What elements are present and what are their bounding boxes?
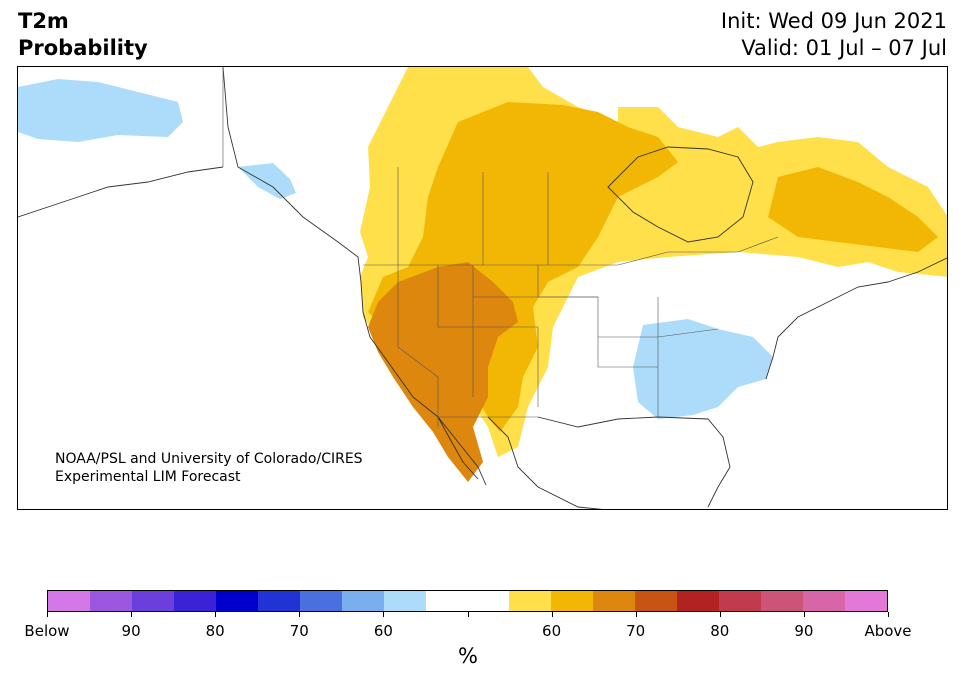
title-variable: T2m	[18, 9, 69, 33]
colorbar-tick	[47, 612, 48, 617]
colorbar-tick	[719, 612, 721, 617]
prob-region-blue-southeast	[633, 319, 773, 419]
state-line-1	[397, 265, 439, 427]
colorbar-segment	[803, 591, 846, 611]
colorbar-segment	[299, 591, 342, 611]
colorbar-segment	[761, 591, 804, 611]
colorbar-segment	[215, 591, 258, 611]
state-line-3	[472, 265, 539, 407]
colorbar-tick-label: 70	[289, 622, 309, 640]
gulf-coast-line	[537, 416, 731, 508]
colorbar-tick	[467, 612, 469, 617]
colorbar-tick	[299, 612, 301, 617]
state-line-2	[437, 265, 474, 397]
colorbar-tick-label: 60	[373, 622, 393, 640]
forecast-dates: Init: Wed 09 Jun 2021 Valid: 01 Jul – 07…	[721, 8, 947, 62]
colorbar-segment	[845, 591, 888, 611]
title-quantity: Probability	[18, 36, 148, 60]
colorbar-segment	[677, 591, 720, 611]
colorbar-tick-label: 80	[205, 622, 225, 640]
colorbar-tick-label: 90	[794, 622, 814, 640]
colorbar-tick	[215, 612, 217, 617]
west-coast-line	[222, 67, 487, 486]
colorbar-tick-label: 60	[542, 622, 562, 640]
prob-region-orange	[368, 262, 518, 482]
colorbar-segment	[257, 591, 300, 611]
colorbar-segment	[48, 591, 90, 611]
colorbar-tick-label: Above	[864, 622, 912, 640]
colorbar-tick	[131, 612, 133, 617]
colorbar-segment	[89, 591, 132, 611]
baja-line	[437, 416, 479, 480]
prob-region-blue-bc	[238, 163, 296, 199]
colorbar-tick-label: Below	[24, 622, 70, 640]
state-line-5	[537, 265, 658, 368]
colorbar-tick	[888, 612, 889, 617]
colorbar-segment	[131, 591, 174, 611]
mexico-line	[487, 416, 603, 509]
credit-line-2: Experimental LIM Forecast	[55, 469, 241, 485]
colorbar-segment	[719, 591, 762, 611]
credit-text: NOAA/PSL and University of Colorado/CIRE…	[55, 450, 363, 486]
colorbar-tick	[551, 612, 553, 617]
init-date: Init: Wed 09 Jun 2021	[720, 9, 947, 33]
hudson-bay-line	[607, 146, 754, 243]
colorbar-segment	[635, 591, 678, 611]
colorbar-segment	[173, 591, 216, 611]
colorbar-segment	[509, 591, 552, 611]
colorbar-unit: %	[458, 644, 478, 668]
north-america-map	[18, 67, 947, 509]
credit-line-1: NOAA/PSL and University of Colorado/CIRE…	[55, 451, 363, 467]
colorbar-tick	[635, 612, 637, 617]
colorbar-segment	[467, 591, 510, 611]
alaska-line	[18, 166, 224, 218]
us-canada-border	[363, 236, 779, 266]
colorbar-segment	[425, 591, 468, 611]
prob-region-blue-alaska	[18, 79, 183, 142]
borders	[222, 67, 779, 427]
colorbar-tick	[383, 612, 385, 617]
colorbar-tick-label: 90	[121, 622, 141, 640]
probability-colorbar	[47, 590, 888, 612]
prob-region-gold-east	[768, 167, 938, 252]
colorbar-segment	[593, 591, 636, 611]
colorbar-tick-label: 80	[710, 622, 730, 640]
colorbar-segment	[551, 591, 594, 611]
colorbar-tick	[803, 612, 805, 617]
colorbar-segment	[341, 591, 384, 611]
colorbar-tick-label: 70	[626, 622, 646, 640]
map-panel	[17, 66, 948, 510]
map-title: T2m Probability	[18, 8, 148, 62]
valid-period: Valid: 01 Jul – 07 Jul	[741, 36, 947, 60]
colorbar-segment	[383, 591, 426, 611]
coastlines	[18, 67, 947, 509]
east-coast-line	[765, 257, 947, 380]
